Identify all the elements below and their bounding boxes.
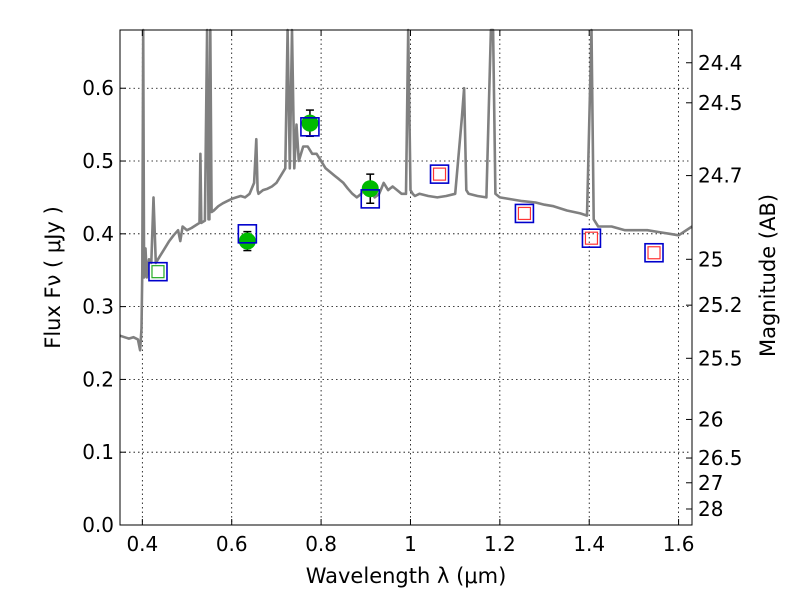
model-square-marker xyxy=(237,224,258,244)
inner-square-marker xyxy=(432,167,447,181)
model-square-marker xyxy=(429,164,450,184)
inner-square-marker xyxy=(517,206,532,221)
y-tick-label: 0.3 xyxy=(82,295,114,319)
y-tick-label: 0.4 xyxy=(82,222,114,246)
model-square-marker xyxy=(360,189,381,209)
y2-tick-label: 26.5 xyxy=(698,446,743,470)
y2-tick-label: 27 xyxy=(698,471,723,495)
x-tick-label: 1.2 xyxy=(484,532,516,556)
y2-tick-label: 26 xyxy=(698,407,723,431)
y2-tick-label: 24.5 xyxy=(698,91,743,115)
y-tick-label: 0.0 xyxy=(82,513,114,537)
observed-flux-point xyxy=(361,180,379,198)
x-tick-label: 1 xyxy=(404,532,417,556)
y2-tick-label: 25.5 xyxy=(698,346,743,370)
observed-flux-point xyxy=(238,232,256,250)
y-axis-label: Flux Fν ( μJy ) xyxy=(41,206,65,349)
x-tick-label: 1.4 xyxy=(573,532,605,556)
model-square-marker xyxy=(644,242,664,263)
x-tick-label: 0.8 xyxy=(305,532,337,556)
y2-tick-label: 24.7 xyxy=(698,164,743,188)
y-tick-label: 0.6 xyxy=(82,76,114,100)
y-tick-label: 0.5 xyxy=(82,149,114,173)
y-tick-label: 0.1 xyxy=(82,440,114,464)
x-axis-label: Wavelength λ (μm) xyxy=(306,564,507,588)
inner-square-marker xyxy=(584,231,599,245)
model-square-marker xyxy=(581,228,602,248)
inner-square-marker xyxy=(647,246,661,260)
observed-flux-point xyxy=(301,114,319,132)
sed-curve xyxy=(119,28,693,352)
points-layer xyxy=(148,109,664,282)
plot-frame xyxy=(119,29,693,526)
x-tick-label: 0.6 xyxy=(216,532,248,556)
y2-tick-label: 25.2 xyxy=(698,293,743,317)
x-tick-label: 0.4 xyxy=(126,532,158,556)
y2-axis-label: Magnitude (AB) xyxy=(756,194,780,357)
inner-square-marker xyxy=(151,265,165,279)
y2-tick-label: 24.4 xyxy=(698,51,743,75)
y2-tick-label: 25 xyxy=(698,247,723,271)
model-square-marker xyxy=(148,261,168,282)
x-tick-label: 1.6 xyxy=(663,532,695,556)
model-square-marker xyxy=(514,203,535,224)
model-square-marker xyxy=(300,117,320,137)
y-tick-label: 0.2 xyxy=(82,367,114,391)
y2-tick-label: 28 xyxy=(698,497,723,521)
sed-layer xyxy=(119,28,693,352)
ticks-layer: 0.4 0.6 0.8 1 1.2 1.4 1.6 0.0 0.1 0.2 0.3 0.4 0.5 0.6… xyxy=(82,30,743,556)
